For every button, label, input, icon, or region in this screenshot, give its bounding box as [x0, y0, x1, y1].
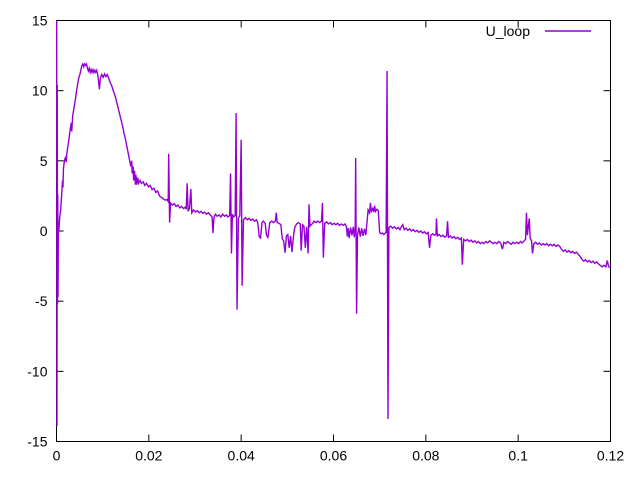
y-tick-label: 5 [40, 153, 48, 169]
x-tick-label: 0.12 [597, 448, 624, 464]
axes: 0 0.02 0.04 0.06 0.08 0.1 0.12 -15 -10 -5 0 5 10 15 [27, 13, 624, 464]
x-tick-label: 0 [53, 448, 61, 464]
y-tick-label: 15 [32, 13, 48, 29]
x-tick-label: 0.02 [135, 448, 162, 464]
x-tick-label: 0.06 [320, 448, 347, 464]
y-tick-label: 0 [40, 223, 48, 239]
x-tick-label: 0.04 [228, 448, 255, 464]
series-line-u-loop [55, 20, 611, 427]
x-tick-label: 0.08 [412, 448, 439, 464]
x-tick-label: 0.1 [508, 448, 528, 464]
y-tick-label: 10 [32, 83, 48, 99]
y-tick-label: -5 [35, 293, 48, 309]
legend-label: U_loop [486, 23, 531, 39]
y-tick-label: -15 [27, 434, 47, 450]
legend: U_loop [486, 23, 591, 39]
y-tick-label: -10 [27, 363, 47, 379]
